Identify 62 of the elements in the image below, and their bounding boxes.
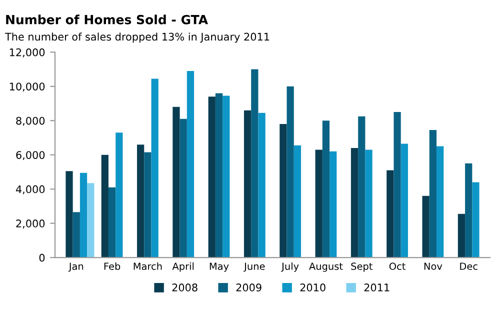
bar [280,124,287,258]
bar [108,187,116,258]
bar [215,93,223,258]
bar [80,172,88,258]
bar [101,154,108,258]
bar [244,110,252,258]
bar [208,96,216,258]
y-tick-label: 0 [39,254,45,262]
x-tick-label: April [172,262,194,272]
x-tick-label: March [134,262,162,270]
bar [66,171,73,258]
x-tick-label: Oct [389,262,406,270]
bar [465,163,472,258]
bar [358,116,366,258]
bar [350,148,358,258]
chart-title: Number of Homes Sold - GTA [6,14,208,24]
bar [258,112,266,258]
bar [172,106,180,258]
bar [394,112,401,258]
bar [458,214,466,258]
bar [400,144,408,258]
bar [365,150,372,258]
bar [315,150,322,258]
legend-label: 2009 [236,284,262,292]
x-tick-label: June [244,262,265,272]
legend-label: 2010 [300,284,326,292]
y-tick-label: 4,000 [16,185,45,194]
bar [436,146,444,258]
x-tick-label: Sept [351,262,372,272]
x-tick-label: Jan [68,262,84,272]
x-tick-label: Feb [104,262,120,270]
bar [429,130,437,258]
bar [294,145,302,258]
bar [472,182,480,258]
bar [386,170,394,258]
bar [137,144,144,258]
x-tick-label: July [281,262,299,272]
bar [116,132,123,258]
bar [422,196,430,258]
x-tick-label: Dec [460,262,478,270]
y-tick-label: 10,000 [10,82,45,92]
y-tick-label: 8,000 [16,116,45,126]
bar [222,96,230,258]
bar [87,183,94,258]
y-tick-label: 2,000 [16,220,45,228]
bar [186,70,194,258]
legend-label: 2011 [364,284,390,292]
bar [286,86,294,258]
bar [322,120,330,258]
bar [72,212,80,258]
legend-label: 2008 [172,284,198,292]
bar [251,69,258,258]
y-tick-label: 12,000 [10,48,45,58]
bar [330,151,337,258]
x-tick-label: August [309,262,343,272]
x-tick-label: Nov [424,262,442,270]
chart-subtitle: The number of sales dropped 13% in January 2011 [4,32,270,43]
y-tick-label: 6,000 [16,151,45,160]
x-tick-label: May [210,262,229,272]
bar [151,78,158,258]
bar [180,118,187,258]
bar [144,152,152,258]
